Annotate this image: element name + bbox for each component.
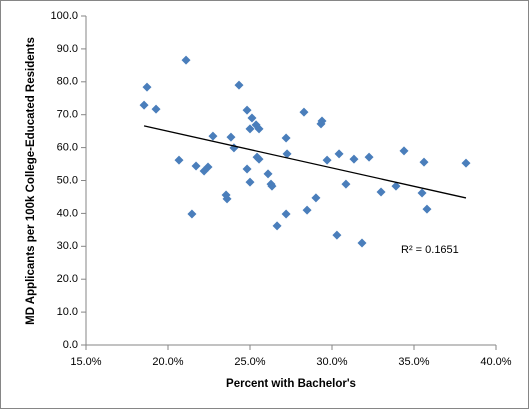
point: [222, 194, 232, 204]
point: [461, 158, 471, 168]
point: [208, 131, 218, 141]
point: [247, 113, 257, 123]
x-tick-label: 35.0%: [398, 356, 429, 368]
point: [245, 177, 255, 187]
point: [302, 205, 312, 215]
point: [299, 107, 309, 117]
annotation: R² = 0.1651: [401, 244, 459, 256]
y-tick-label: 80.0: [57, 76, 78, 88]
point: [417, 188, 427, 198]
point: [174, 155, 184, 165]
x-tick-label: 20.0%: [152, 356, 183, 368]
y-tick-label: 40.0: [57, 207, 78, 219]
point: [151, 104, 161, 114]
point: [254, 124, 264, 134]
y-tick-label: 0.0: [63, 339, 78, 351]
point: [142, 82, 152, 92]
y-tick-label: 10.0: [57, 306, 78, 318]
point: [191, 161, 201, 171]
y-tick-label: 20.0: [57, 273, 78, 285]
y-tick-label: 30.0: [57, 240, 78, 252]
point: [181, 55, 191, 65]
x-tick-label: 15.0%: [70, 356, 101, 368]
point: [322, 155, 332, 165]
point: [242, 105, 252, 115]
point: [364, 152, 374, 162]
trendline: [143, 125, 467, 199]
point: [245, 124, 255, 134]
point: [399, 146, 409, 156]
point: [334, 149, 344, 159]
y-tick-label: 60.0: [57, 142, 78, 154]
x-tick-label: 25.0%: [234, 356, 265, 368]
point: [282, 149, 292, 159]
y-tick-label: 70.0: [57, 109, 78, 121]
point: [139, 100, 149, 110]
point: [357, 238, 367, 248]
point: [341, 179, 351, 189]
point: [267, 181, 277, 191]
point: [419, 157, 429, 167]
point: [254, 154, 264, 164]
point: [263, 169, 273, 179]
point: [242, 164, 252, 174]
point: [332, 230, 342, 240]
point: [422, 204, 432, 214]
point: [376, 187, 386, 197]
point: [391, 181, 401, 191]
point: [281, 133, 291, 143]
point: [187, 209, 197, 219]
y-tick-label: 100.0: [50, 10, 78, 22]
y-tick-label: 90.0: [57, 43, 78, 55]
y-tick-label: 50.0: [57, 174, 78, 186]
y-axis-title: MD Applicants per 100k College-Educated …: [25, 37, 37, 325]
x-tick-label: 30.0%: [316, 356, 347, 368]
point: [349, 154, 359, 164]
point: [203, 162, 213, 172]
point: [234, 80, 244, 90]
point: [311, 193, 321, 203]
point: [317, 116, 327, 126]
x-axis-title: Percent with Bachelor's: [226, 378, 356, 390]
x-tick-label: 40.0%: [480, 356, 511, 368]
point: [281, 209, 291, 219]
point: [272, 221, 282, 231]
point: [226, 132, 236, 142]
